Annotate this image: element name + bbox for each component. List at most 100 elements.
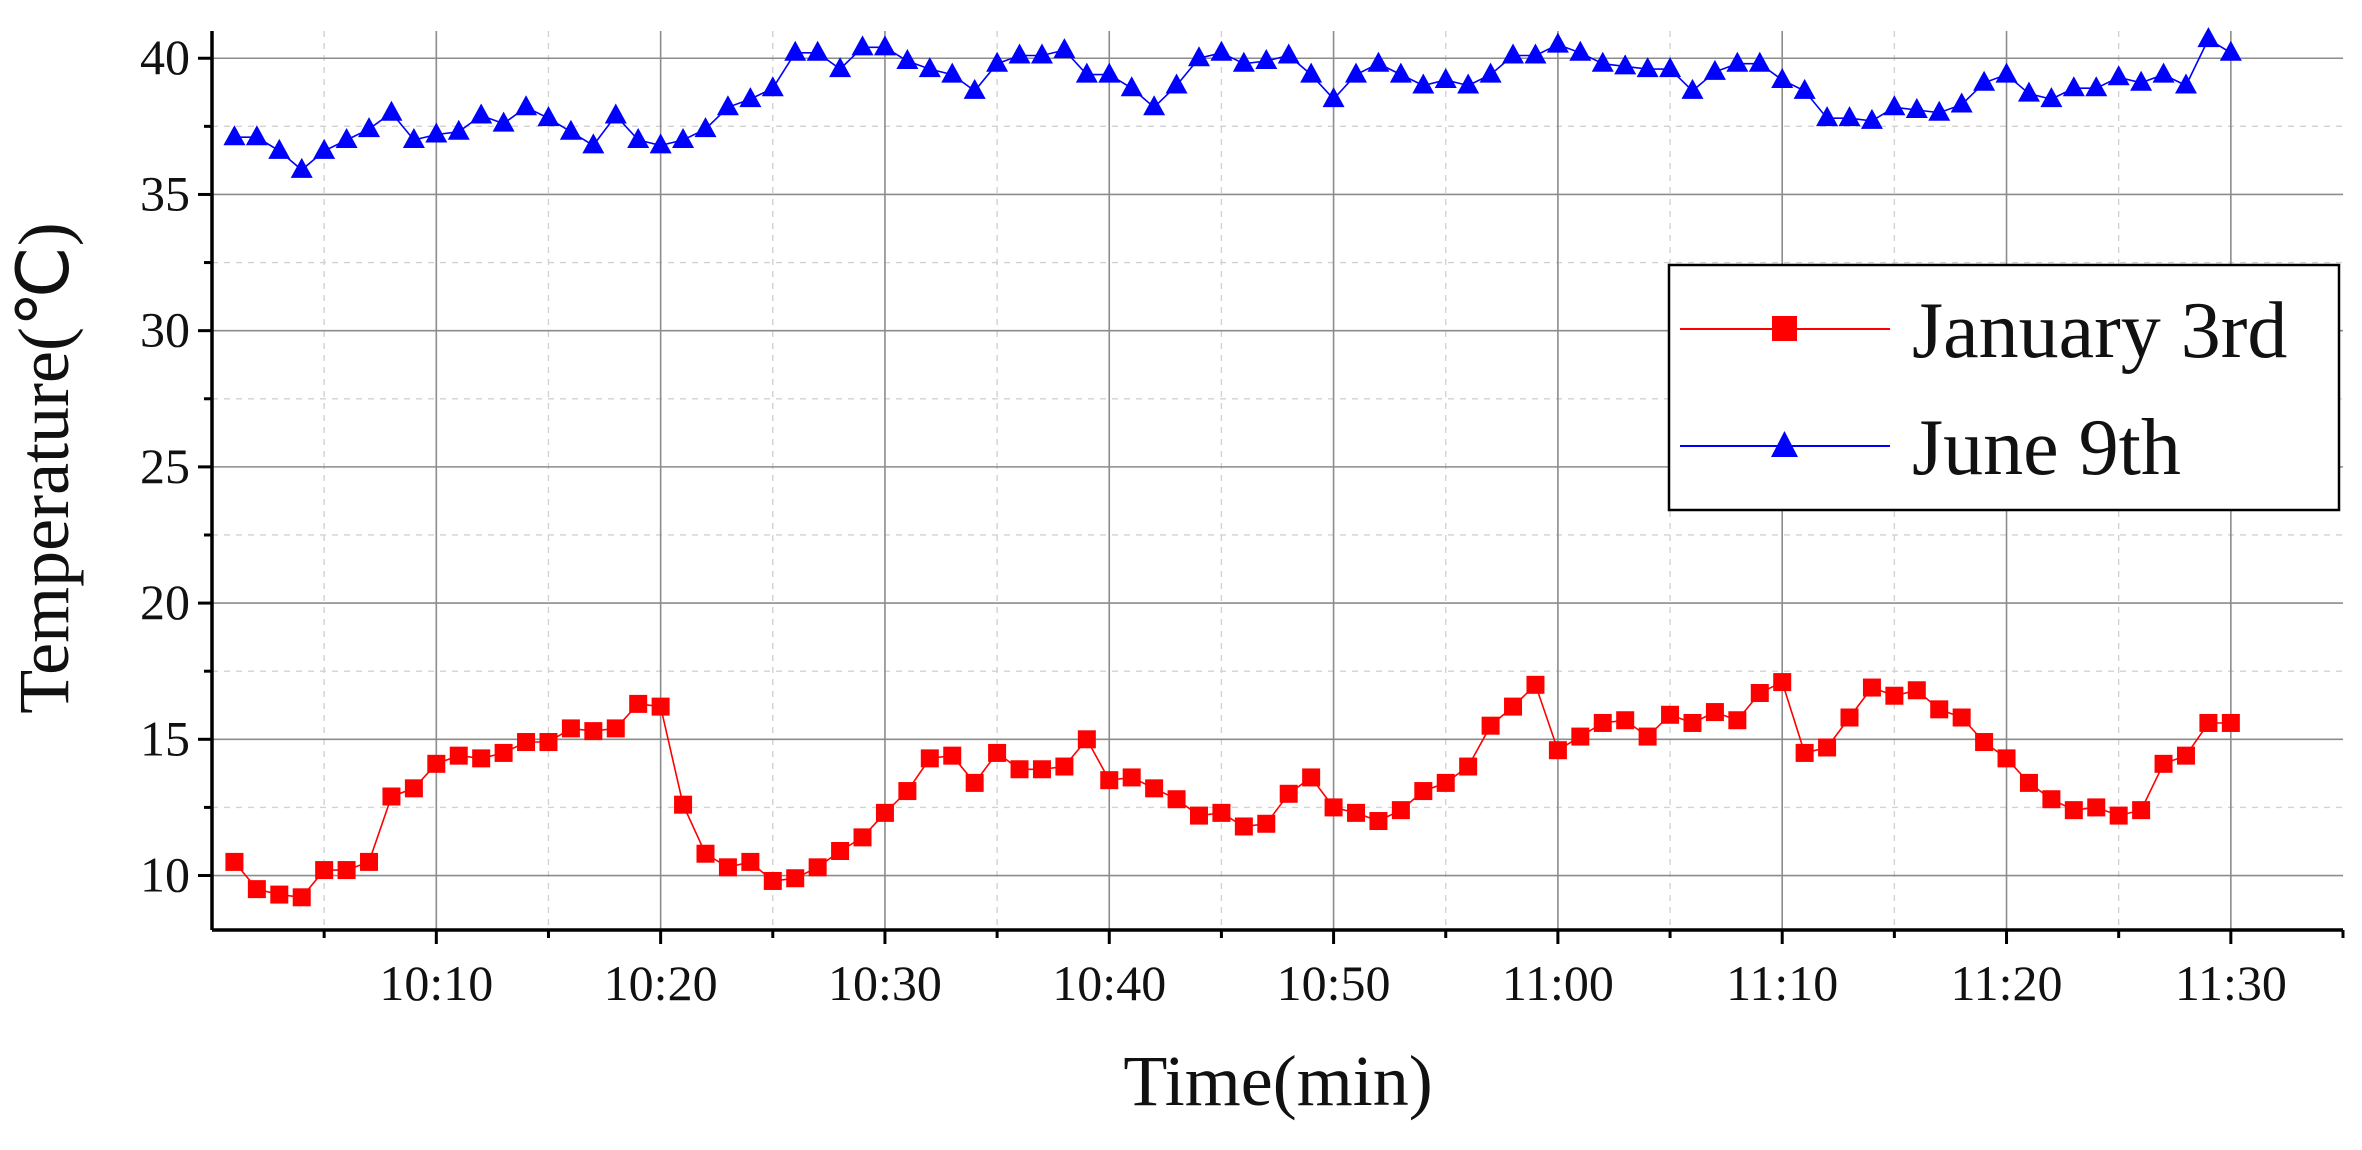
data-point	[1973, 70, 1996, 91]
data-point	[1526, 675, 1545, 694]
data-point	[559, 119, 582, 140]
data-point	[1010, 760, 1029, 779]
y-tick-label: 15	[140, 710, 190, 766]
data-point	[1816, 106, 1839, 127]
data-point	[2107, 65, 2130, 86]
data-point	[290, 157, 313, 178]
data-point	[1165, 73, 1188, 94]
data-point	[245, 125, 268, 146]
data-point	[786, 869, 805, 888]
data-point	[829, 57, 852, 78]
data-point	[1703, 59, 1726, 80]
data-point	[1210, 40, 1233, 61]
data-point	[1818, 738, 1837, 757]
data-point	[943, 746, 962, 765]
data-point	[335, 127, 358, 148]
data-point	[831, 841, 850, 860]
data-point	[470, 103, 493, 124]
data-point	[1232, 51, 1255, 72]
data-point	[561, 719, 580, 738]
data-point	[1143, 95, 1166, 116]
data-point	[223, 125, 246, 146]
data-point	[2017, 81, 2040, 102]
data-point	[360, 852, 379, 871]
data-point	[606, 719, 625, 738]
data-point	[965, 773, 984, 792]
data-point	[1100, 771, 1119, 790]
data-point	[582, 133, 605, 154]
x-tick-label: 11:00	[1502, 955, 1614, 1011]
data-point	[1860, 108, 1883, 129]
data-point	[1907, 681, 1926, 700]
data-point	[2109, 806, 2128, 825]
data-point	[1748, 51, 1771, 72]
data-point	[604, 103, 627, 124]
data-point	[2152, 62, 2175, 83]
data-point	[1683, 713, 1702, 732]
data-point	[1479, 62, 1502, 83]
data-point	[1750, 683, 1769, 702]
data-point	[427, 754, 446, 773]
data-point	[1436, 773, 1455, 792]
legend-label-june: June 9th	[1912, 404, 2181, 492]
x-tick-label: 10:50	[1277, 955, 1391, 1011]
data-point	[1705, 703, 1724, 722]
data-point	[517, 733, 536, 752]
data-point	[1930, 700, 1949, 719]
data-point	[1546, 32, 1569, 53]
data-point	[2062, 76, 2085, 97]
data-point	[1975, 733, 1994, 752]
data-point	[2064, 801, 2083, 820]
data-point	[1728, 711, 1747, 730]
data-point	[1548, 741, 1567, 760]
data-point	[447, 119, 470, 140]
data-point	[1347, 803, 1366, 822]
data-point	[1189, 806, 1208, 825]
data-point	[739, 87, 762, 108]
data-point	[986, 51, 1009, 72]
data-point	[2221, 713, 2240, 732]
data-point	[741, 852, 760, 871]
data-point	[1681, 78, 1704, 99]
series-layer	[223, 27, 2242, 907]
data-point	[918, 57, 941, 78]
data-point	[875, 803, 894, 822]
data-point	[2085, 76, 2108, 97]
data-point	[1928, 100, 1951, 121]
data-point	[920, 749, 939, 768]
x-tick-label: 10:20	[604, 955, 718, 1011]
data-point	[1524, 43, 1547, 64]
data-point	[696, 844, 715, 863]
data-point	[1322, 87, 1345, 108]
legend-entry-june: June 9th	[1680, 404, 2181, 492]
data-point	[382, 787, 401, 806]
data-point	[2130, 70, 2153, 91]
data-point	[1008, 43, 1031, 64]
data-point	[1614, 54, 1637, 75]
data-point	[1457, 73, 1480, 94]
legend-marker-square	[1772, 316, 1797, 341]
data-point	[941, 62, 964, 83]
series-january	[225, 673, 2240, 907]
data-point	[404, 779, 423, 798]
data-point	[898, 782, 917, 801]
data-point	[1367, 51, 1390, 72]
data-point	[247, 880, 266, 899]
data-point	[2132, 801, 2151, 820]
legend-entry-january: January 3rd	[1680, 287, 2287, 375]
data-point	[268, 138, 291, 159]
data-point	[358, 117, 381, 138]
minor-grid	[212, 31, 2343, 930]
data-point	[1793, 78, 1816, 99]
data-point	[1324, 798, 1343, 817]
data-point	[2174, 73, 2197, 94]
data-point	[515, 95, 538, 116]
data-point	[1995, 62, 2018, 83]
data-point	[988, 743, 1007, 762]
data-point	[627, 127, 650, 148]
y-axis-title: Temperature(℃)	[4, 222, 84, 714]
x-tick-label: 10:10	[379, 955, 493, 1011]
axes	[210, 31, 2343, 932]
data-point	[1255, 48, 1278, 69]
